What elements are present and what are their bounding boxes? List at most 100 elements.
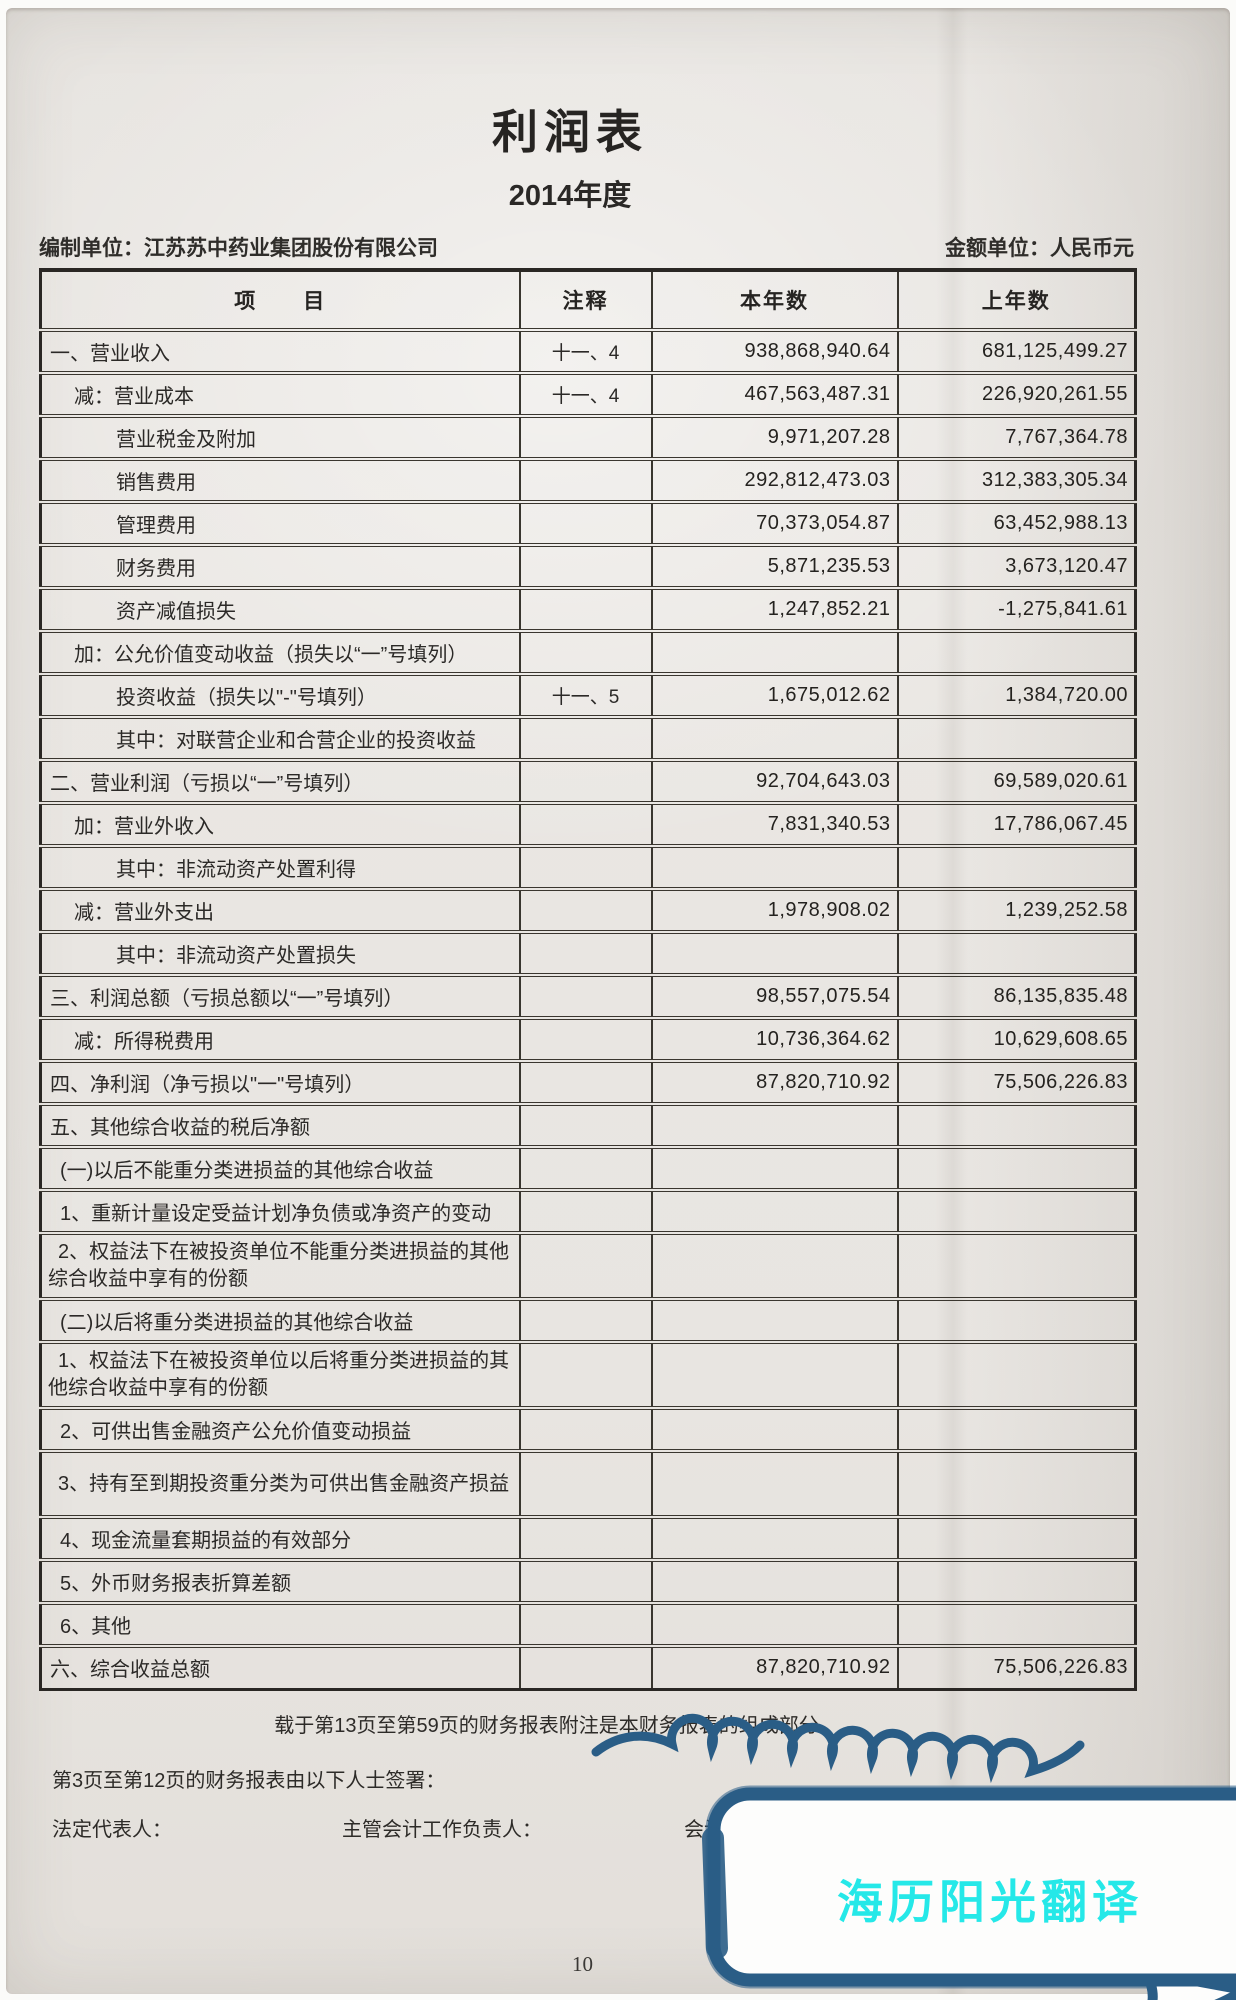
table-row: 2、可供出售金融资产公允价值变动损益	[39, 1406, 1137, 1451]
cell-prior-year: 75,506,226.83	[896, 1644, 1137, 1689]
cell-prior-year: 75,506,226.83	[896, 1059, 1137, 1104]
cell-prior-year: -1,275,841.61	[896, 586, 1137, 631]
cell-item: 1、权益法下在被投资单位以后将重分类进损益的其他综合收益中享有的份额	[39, 1340, 521, 1408]
col-header-prior-year: 上年数	[896, 270, 1137, 330]
cell-note	[518, 1449, 653, 1517]
cell-prior-year	[896, 1231, 1137, 1299]
prepared-by-label: 编制单位：江苏苏中药业集团股份有限公司	[39, 237, 438, 260]
cell-current-year: 10,736,364.62	[650, 1016, 899, 1061]
page-number: 10	[572, 1952, 593, 1976]
cell-item: 其中：非流动资产处置损失	[39, 930, 521, 975]
cell-item: 资产减值损失	[39, 586, 521, 631]
cell-note	[518, 1515, 653, 1560]
cell-note	[518, 715, 653, 760]
cell-note	[518, 1644, 653, 1689]
cell-note	[518, 1102, 653, 1147]
cell-note	[518, 1601, 653, 1646]
cell-item: 减：营业外支出	[39, 887, 521, 932]
cell-current-year	[650, 1102, 899, 1147]
table-row: 投资收益（损失以"-"号填列） 十一、5 1,675,012.62 1,384,…	[39, 672, 1137, 717]
signing-note: 第3页至第12页的财务报表由以下人士签署：	[52, 1769, 446, 1792]
cell-item: 减：营业成本	[39, 371, 521, 416]
cell-prior-year	[896, 1102, 1137, 1147]
table-row: 减：营业外支出 1,978,908.02 1,239,252.58	[39, 887, 1137, 932]
cell-item: 投资收益（损失以"-"号填列）	[39, 672, 521, 717]
signer-legal-representative: 法定代表人：	[52, 1818, 172, 1841]
cell-item: 4、现金流量套期损益的有效部分	[39, 1515, 521, 1560]
col-header-note: 注释	[518, 270, 653, 330]
cell-current-year: 5,871,235.53	[650, 543, 899, 588]
income-table-body: 一、营业收入 十一、4 938,868,940.64 681,125,499.2…	[39, 328, 1137, 1689]
table-row: 二、营业利润（亏损以“一”号填列） 92,704,643.03 69,589,0…	[39, 758, 1137, 803]
table-row: 减：所得税费用 10,736,364.62 10,629,608.65	[39, 1016, 1137, 1061]
cell-item: 二、营业利润（亏损以“一”号填列）	[39, 758, 521, 803]
cell-item: 其中：非流动资产处置利得	[39, 844, 521, 889]
cell-prior-year	[896, 1145, 1137, 1190]
cell-item: 5、外币财务报表折算差额	[39, 1558, 521, 1603]
cell-note	[518, 1145, 653, 1190]
cell-current-year: 292,812,473.03	[650, 457, 899, 502]
cell-current-year	[650, 629, 899, 674]
table-row: 1、重新计量设定受益计划净负债或净资产的变动	[39, 1188, 1137, 1233]
table-row: 4、现金流量套期损益的有效部分	[39, 1515, 1137, 1560]
cell-prior-year: 10,629,608.65	[896, 1016, 1137, 1061]
currency-unit-label: 金额单位：人民币元	[945, 237, 1134, 260]
cell-prior-year	[896, 1558, 1137, 1603]
report-period: 2014年度	[508, 180, 632, 212]
paper-sheet: 利润表 2014年度 编制单位：江苏苏中药业集团股份有限公司 金额单位：人民币元…	[6, 8, 1230, 1994]
page-title: 利润表	[492, 106, 648, 158]
cell-current-year: 87,820,710.92	[650, 1644, 899, 1689]
attachment-note: 载于第13页至第59页的财务报表附注是本财务报表的组成部分	[274, 1714, 819, 1737]
table-row: 财务费用 5,871,235.53 3,673,120.47	[39, 543, 1137, 588]
cell-prior-year: 1,384,720.00	[896, 672, 1137, 717]
cell-note	[518, 758, 653, 803]
income-statement-table: 项 目 注释 本年数 上年数 一、营业收入 十一、4 938,868,940.6…	[39, 268, 1137, 1691]
cell-item: 六、综合收益总额	[39, 1644, 521, 1689]
cell-item: 减：所得税费用	[39, 1016, 521, 1061]
cell-current-year	[650, 1601, 899, 1646]
cell-current-year: 1,978,908.02	[650, 887, 899, 932]
table-row: 加：公允价值变动收益（损失以“一”号填列）	[39, 629, 1137, 674]
cell-item: 一、营业收入	[39, 328, 521, 373]
cell-item: 财务费用	[39, 543, 521, 588]
watermark-translation-text: 海历阳光翻译	[837, 1876, 1143, 1928]
cell-note	[518, 586, 653, 631]
cell-note	[518, 1406, 653, 1451]
cell-note	[518, 543, 653, 588]
cell-note	[518, 1340, 653, 1408]
table-row: 管理费用 70,373,054.87 63,452,988.13	[39, 500, 1137, 545]
cell-current-year	[650, 930, 899, 975]
cell-current-year: 467,563,487.31	[650, 371, 899, 416]
cell-item: 6、其他	[39, 1601, 521, 1646]
cell-current-year: 9,971,207.28	[650, 414, 899, 459]
cell-prior-year: 86,135,835.48	[896, 973, 1137, 1018]
cell-item: 五、其他综合收益的税后净额	[39, 1102, 521, 1147]
cell-item: 其中：对联营企业和合营企业的投资收益	[39, 715, 521, 760]
table-row: (一)以后不能重分类进损益的其他综合收益	[39, 1145, 1137, 1190]
table-row: 加：营业外收入 7,831,340.53 17,786,067.45	[39, 801, 1137, 846]
signer-accounting-department: 会计机构负责人：	[684, 1818, 844, 1841]
table-row: 1、权益法下在被投资单位以后将重分类进损益的其他综合收益中享有的份额	[39, 1340, 1137, 1408]
cell-item: 3、持有至到期投资重分类为可供出售金融资产损益	[39, 1449, 521, 1517]
meta-row: 编制单位：江苏苏中药业集团股份有限公司 金额单位：人民币元	[39, 232, 1134, 262]
cell-note: 十一、5	[518, 672, 653, 717]
cell-note: 十一、4	[518, 328, 653, 373]
cell-current-year: 1,675,012.62	[650, 672, 899, 717]
table-row: (二)以后将重分类进损益的其他综合收益	[39, 1297, 1137, 1342]
cell-item: 加：营业外收入	[39, 801, 521, 846]
cell-prior-year: 226,920,261.55	[896, 371, 1137, 416]
cell-prior-year: 3,673,120.47	[896, 543, 1137, 588]
title-block: 利润表 2014年度	[6, 8, 1134, 214]
table-row: 三、利润总额（亏损总额以“一”号填列） 98,557,075.54 86,135…	[39, 973, 1137, 1018]
cell-prior-year: 69,589,020.61	[896, 758, 1137, 803]
table-header-row: 项 目 注释 本年数 上年数	[39, 270, 1137, 330]
table-row: 资产减值损失 1,247,852.21 -1,275,841.61	[39, 586, 1137, 631]
cell-item: 2、权益法下在被投资单位不能重分类进损益的其他综合收益中享有的份额	[39, 1231, 521, 1299]
cell-current-year: 7,831,340.53	[650, 801, 899, 846]
cell-current-year	[650, 1449, 899, 1517]
cell-item: 加：公允价值变动收益（损失以“一”号填列）	[39, 629, 521, 674]
table-row: 六、综合收益总额 87,820,710.92 75,506,226.83	[39, 1644, 1137, 1689]
cell-current-year	[650, 1297, 899, 1342]
table-row: 其中：对联营企业和合营企业的投资收益	[39, 715, 1137, 760]
